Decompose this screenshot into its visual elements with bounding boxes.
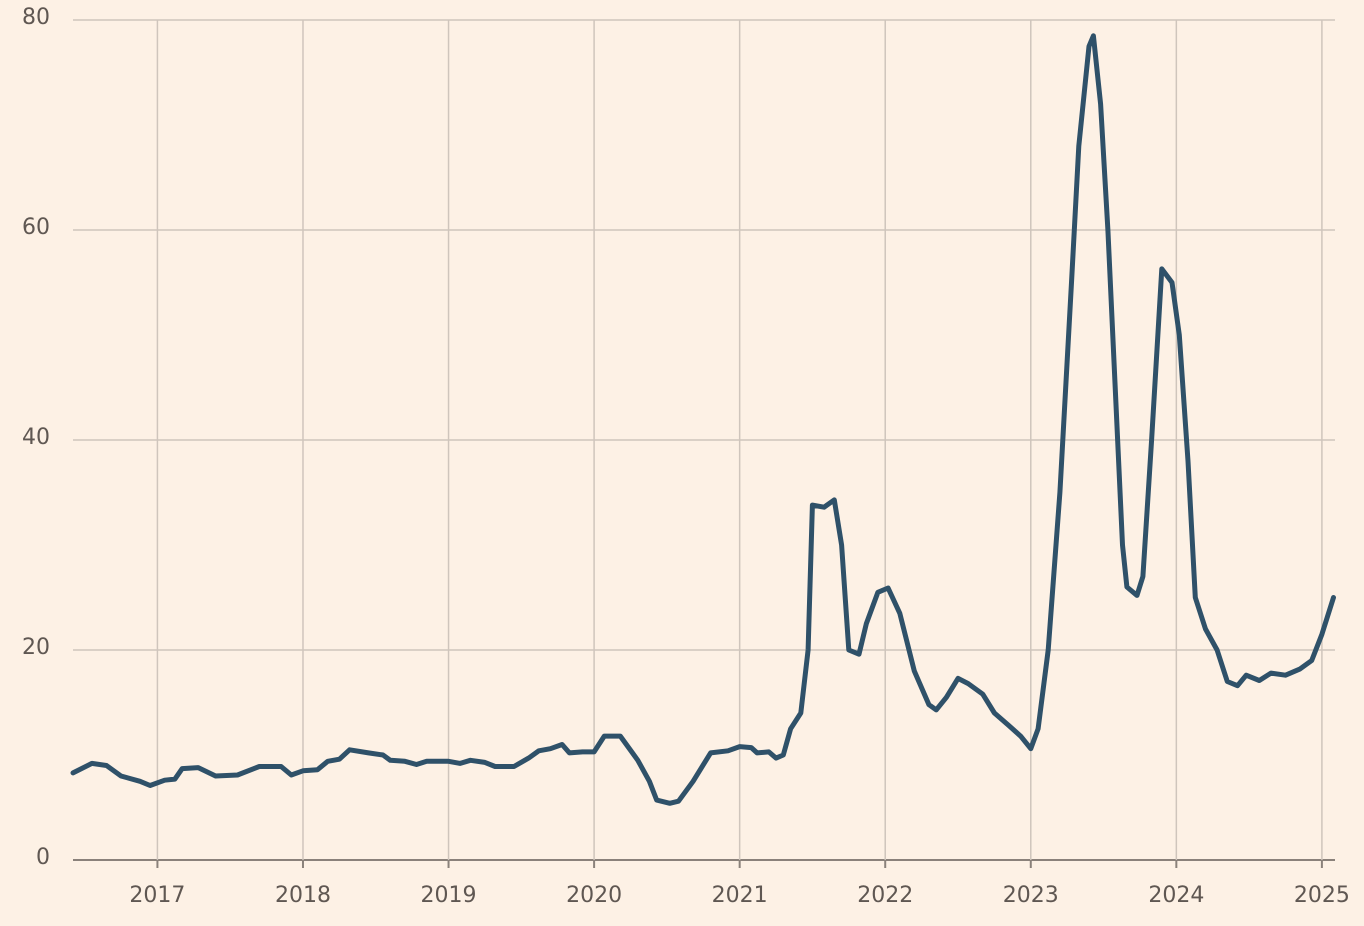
x-tick-label: 2021 — [712, 883, 768, 908]
y-tick-label: 80 — [22, 5, 50, 30]
line — [70, 33, 1336, 806]
y-tick-label: 0 — [36, 845, 50, 870]
x-tick-label: 2018 — [275, 883, 331, 908]
x-tick-label: 2022 — [857, 883, 913, 908]
x-tick-label: 2023 — [1003, 883, 1059, 908]
x-tick-label: 2017 — [129, 883, 185, 908]
x-tick-label: 2020 — [566, 883, 622, 908]
x-tick-label: 2025 — [1294, 883, 1350, 908]
y-tick-label: 40 — [22, 425, 50, 450]
y-tick-label: 60 — [22, 215, 50, 240]
y-tick-label: 20 — [22, 635, 50, 660]
x-tick-label: 2019 — [421, 883, 477, 908]
x-tick-label: 2024 — [1148, 883, 1204, 908]
